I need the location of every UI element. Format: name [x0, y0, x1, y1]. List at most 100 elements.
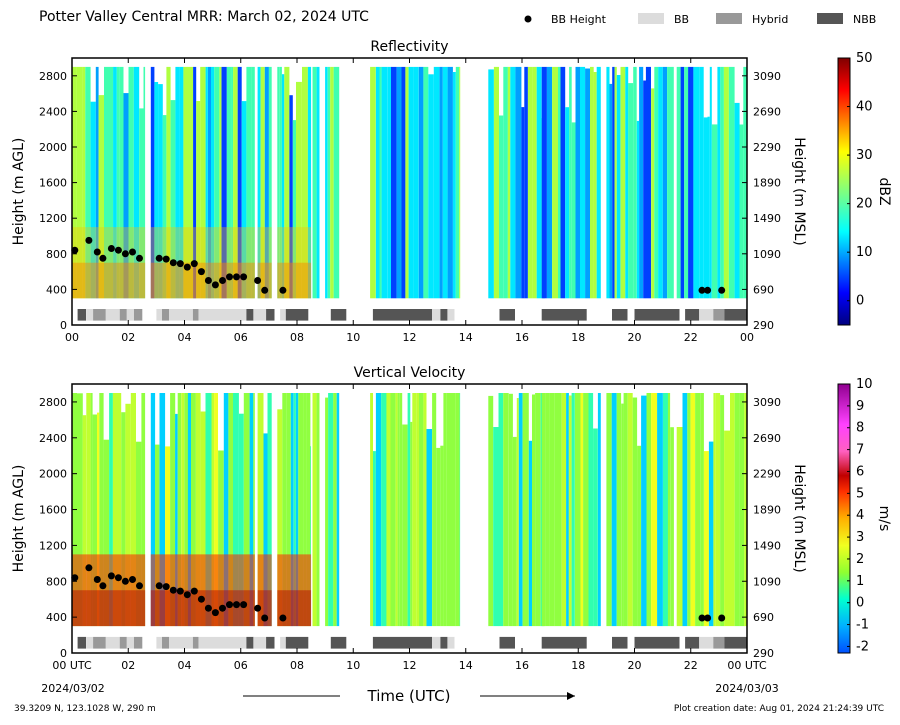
echo-streak	[370, 393, 373, 627]
echo-streak	[221, 66, 227, 299]
echo-streak	[499, 115, 504, 299]
echo-streak	[193, 66, 197, 299]
echo-streak	[596, 66, 601, 299]
echo-streak	[558, 66, 561, 299]
echo-streak	[128, 66, 134, 299]
colorbar-title: dBZ	[876, 177, 892, 205]
echo-streak	[687, 393, 691, 627]
y-tick-label: 2000	[39, 468, 67, 481]
echo-streak	[700, 393, 704, 627]
bb-height-point	[704, 614, 712, 622]
low-level-enhancement	[72, 554, 146, 627]
echo-streak	[560, 66, 566, 299]
echo-column	[488, 66, 545, 299]
bb-segment-nbb	[541, 309, 587, 321]
arrow-head	[567, 692, 575, 700]
bb-segment-bb	[280, 309, 286, 321]
bb-height-point	[190, 587, 198, 595]
echo-streak	[412, 393, 417, 627]
bb-height-point	[233, 273, 240, 281]
y-tick-label-right: 1890	[753, 177, 781, 190]
echo-streak	[688, 66, 694, 299]
x-tick-label: 14	[459, 331, 473, 344]
echo-streak	[139, 108, 144, 299]
x-tick-label: 16	[515, 659, 529, 672]
bb-segment-nbb	[541, 636, 587, 649]
echo-streak	[654, 66, 659, 299]
bb-height-point	[136, 254, 143, 262]
echo-streak	[575, 66, 580, 299]
x-tick-label: 18	[571, 331, 585, 344]
bb-height-point	[71, 246, 79, 254]
y-tick-label-right: 1090	[753, 248, 781, 261]
low-level-enhancement	[150, 554, 255, 627]
echo-streak	[695, 393, 701, 627]
echo-streak	[724, 430, 730, 627]
bb-segment-nbb	[685, 636, 700, 649]
y-tick-label: 2400	[39, 105, 67, 118]
bb-segment-bb	[432, 636, 441, 649]
bb-segment-hybrid	[119, 636, 127, 649]
echo-streak	[682, 393, 688, 627]
echo-streak	[717, 66, 721, 299]
bb-segment-bb	[198, 636, 247, 649]
x-tick-label: 22	[684, 331, 698, 344]
echo-streak	[290, 393, 294, 627]
y-tick-label-right: 1490	[753, 539, 781, 552]
echo-streak	[133, 66, 140, 299]
start-date-label: 2024/03/02	[41, 682, 104, 695]
echo-streak	[720, 66, 724, 299]
x-tick-label: 18	[571, 659, 585, 672]
legend-swatch-nbb	[817, 13, 843, 24]
echo-streak	[279, 66, 282, 299]
y-tick-label: 400	[46, 611, 67, 624]
bb-height-point	[698, 286, 706, 294]
bb-height-point	[85, 236, 93, 244]
y-tick-label: 0	[60, 319, 67, 332]
echo-column	[488, 393, 545, 627]
colorbar-tick-label: 20	[856, 197, 873, 212]
echo-streak	[166, 66, 171, 299]
y-tick-label-right: 1890	[753, 504, 781, 517]
echo-streak	[399, 393, 403, 627]
echo-streak	[155, 444, 160, 627]
echo-streak	[82, 415, 87, 627]
y-tick-label-right: 290	[753, 319, 774, 332]
echo-streak	[97, 412, 100, 627]
x-tick-label: 12	[403, 331, 417, 344]
echo-streak	[76, 66, 83, 299]
colorbar-tick-label: 50	[856, 51, 873, 66]
echo-streak	[177, 393, 182, 627]
colorbar-tick-label: 2	[856, 552, 864, 567]
echo-column	[676, 66, 747, 299]
echo-streak	[310, 446, 311, 627]
echo-streak	[621, 403, 624, 627]
bb-type-strip	[77, 636, 747, 649]
bb-segment-nbb	[634, 636, 680, 649]
bb-height-point	[129, 576, 136, 583]
echo-streak	[439, 66, 443, 299]
bb-segment-bb	[156, 636, 162, 649]
echo-streak	[200, 411, 206, 627]
bb-height-point	[226, 273, 233, 281]
colorbar-tick-label: 1	[856, 574, 864, 589]
echo-streak	[552, 66, 558, 299]
y-tick-label: 800	[46, 575, 67, 588]
echo-streak	[541, 393, 546, 627]
x-axis: 00 UTC 02 04 06 08 10 12 14 16 18 20 22 00 UTC	[52, 384, 767, 672]
echo-column	[312, 393, 320, 627]
echo-streak	[181, 393, 185, 627]
echo-streak	[90, 101, 96, 299]
echo-streak	[390, 393, 396, 627]
bb-height-point	[211, 281, 219, 289]
bb-segment-hybrid	[133, 636, 143, 649]
echo-streak	[170, 393, 176, 627]
y-tick-label-right: 690	[753, 283, 774, 296]
echo-streak	[532, 394, 536, 627]
y-axis-title-left: Height (m AGL)	[11, 138, 27, 246]
echo-streak	[512, 436, 517, 627]
echo-streak	[306, 393, 311, 627]
bb-segment-bb	[280, 636, 286, 649]
bb-height-point	[254, 604, 262, 612]
